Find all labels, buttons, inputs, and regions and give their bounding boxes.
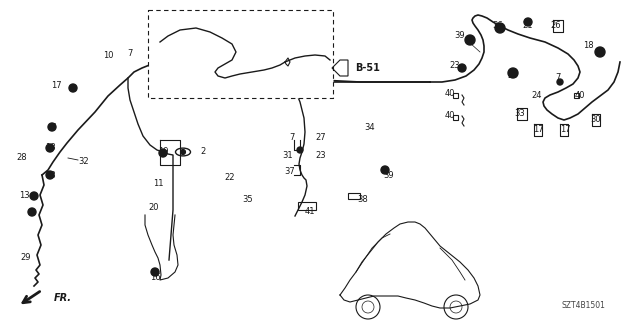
Text: 18: 18 bbox=[583, 42, 594, 51]
Text: 27: 27 bbox=[315, 133, 326, 142]
Text: 37: 37 bbox=[284, 167, 295, 177]
Circle shape bbox=[458, 64, 466, 72]
Text: 36: 36 bbox=[493, 21, 504, 30]
Text: 39: 39 bbox=[383, 172, 394, 180]
Text: 21: 21 bbox=[523, 21, 533, 30]
Circle shape bbox=[28, 208, 36, 216]
Text: 39: 39 bbox=[454, 31, 465, 41]
Text: 31: 31 bbox=[282, 150, 293, 159]
Text: 17: 17 bbox=[532, 125, 543, 134]
Text: 2: 2 bbox=[200, 148, 205, 156]
Bar bbox=[298, 202, 316, 210]
Text: 7: 7 bbox=[127, 49, 132, 58]
Text: 41: 41 bbox=[305, 207, 316, 217]
Text: 32: 32 bbox=[78, 157, 88, 166]
Circle shape bbox=[465, 35, 475, 45]
Text: 23: 23 bbox=[315, 150, 326, 159]
Circle shape bbox=[524, 18, 532, 26]
Circle shape bbox=[508, 68, 518, 78]
Circle shape bbox=[69, 84, 77, 92]
Text: 40: 40 bbox=[575, 92, 586, 100]
Text: 13: 13 bbox=[19, 191, 29, 201]
Circle shape bbox=[595, 47, 605, 57]
Text: 16: 16 bbox=[150, 274, 160, 283]
Text: 38: 38 bbox=[358, 196, 369, 204]
Text: 30: 30 bbox=[590, 116, 600, 124]
Bar bbox=[348, 193, 360, 199]
Text: 17: 17 bbox=[51, 82, 62, 91]
Text: 26: 26 bbox=[550, 21, 561, 30]
Circle shape bbox=[151, 268, 159, 276]
Text: 40: 40 bbox=[445, 90, 455, 99]
Text: 35: 35 bbox=[243, 196, 253, 204]
Circle shape bbox=[557, 79, 563, 85]
Text: 25: 25 bbox=[508, 71, 518, 81]
Text: 40: 40 bbox=[445, 111, 455, 121]
Text: 7: 7 bbox=[290, 133, 295, 142]
Circle shape bbox=[381, 166, 389, 174]
Text: 18: 18 bbox=[45, 171, 56, 180]
Circle shape bbox=[495, 23, 505, 33]
Text: 23: 23 bbox=[449, 60, 460, 69]
Circle shape bbox=[46, 144, 54, 152]
Text: 29: 29 bbox=[20, 253, 31, 262]
Text: 10: 10 bbox=[103, 51, 113, 60]
Text: B-51: B-51 bbox=[356, 63, 380, 73]
Text: 34: 34 bbox=[365, 124, 375, 132]
Circle shape bbox=[48, 123, 56, 131]
Bar bbox=[452, 115, 458, 119]
Text: 17: 17 bbox=[560, 125, 570, 134]
Bar bbox=[573, 92, 579, 98]
Text: 19: 19 bbox=[157, 148, 168, 156]
Text: 24: 24 bbox=[532, 91, 542, 100]
Text: 7: 7 bbox=[556, 74, 561, 83]
Text: FR.: FR. bbox=[54, 293, 72, 303]
Text: 20: 20 bbox=[148, 204, 159, 212]
Bar bbox=[452, 92, 458, 98]
Circle shape bbox=[30, 192, 38, 200]
Text: 33: 33 bbox=[515, 109, 525, 118]
Text: 22: 22 bbox=[225, 173, 236, 182]
Text: 28: 28 bbox=[17, 153, 28, 162]
Circle shape bbox=[180, 149, 186, 155]
Text: 11: 11 bbox=[153, 180, 163, 188]
Circle shape bbox=[159, 149, 167, 157]
Text: 18: 18 bbox=[45, 142, 56, 151]
Text: SZT4B1501: SZT4B1501 bbox=[561, 301, 605, 310]
Bar bbox=[148, 10, 333, 98]
Text: 7: 7 bbox=[51, 123, 56, 132]
Circle shape bbox=[297, 147, 303, 153]
Circle shape bbox=[46, 171, 54, 179]
